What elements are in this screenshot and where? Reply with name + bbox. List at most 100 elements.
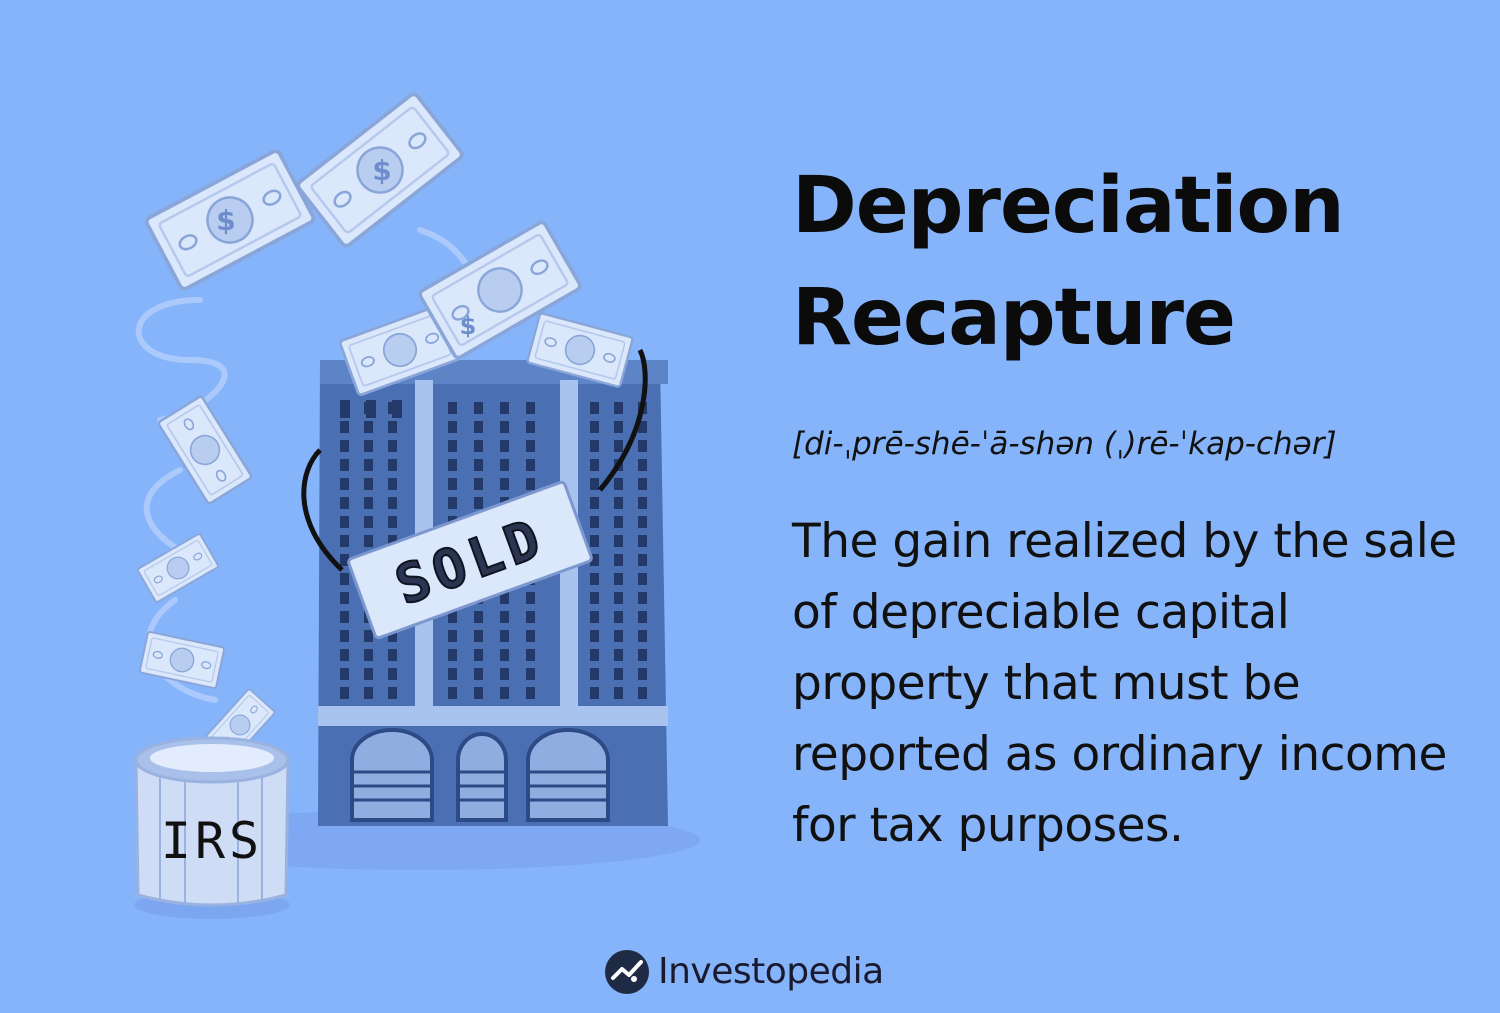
building-window — [474, 459, 483, 471]
sign-cord — [598, 348, 648, 492]
building-window — [388, 687, 397, 699]
building-window — [448, 478, 457, 490]
building-window — [364, 687, 373, 699]
building-window — [590, 478, 599, 490]
building-window — [500, 630, 509, 642]
building-window — [364, 630, 373, 642]
illustration-svg: $ $ $ SOLD IRS — [134, 90, 700, 919]
building-window — [614, 535, 623, 547]
building-window — [448, 649, 457, 661]
building-window — [340, 554, 349, 566]
building-window — [590, 535, 599, 547]
building-window — [638, 668, 647, 680]
building-window — [590, 497, 599, 509]
building-window — [340, 478, 349, 490]
building-window — [388, 668, 397, 680]
building-window — [448, 440, 457, 452]
building-window — [340, 668, 349, 680]
building-window — [590, 592, 599, 604]
building-window — [388, 459, 397, 471]
building-window — [500, 592, 509, 604]
building-window — [364, 649, 373, 661]
definition-text: The gain realized by the sale of depreci… — [792, 514, 1457, 853]
building-window — [638, 459, 647, 471]
building-window — [388, 421, 397, 433]
building-window — [448, 668, 457, 680]
building-window — [614, 421, 623, 433]
building-window — [500, 421, 509, 433]
bill-dollar-sign: $ — [372, 154, 391, 187]
building-window — [614, 611, 623, 623]
building-window — [340, 402, 349, 414]
text-panel: Depreciation Recapture [di-ˌprē-shē-ˈā-s… — [792, 150, 1472, 861]
building-window — [340, 535, 349, 547]
building-window — [500, 478, 509, 490]
building-window — [614, 630, 623, 642]
building-window — [340, 459, 349, 471]
building-window — [448, 611, 457, 623]
building-window — [388, 649, 397, 661]
building-window — [388, 402, 397, 414]
building-window — [526, 649, 535, 661]
building-window — [500, 649, 509, 661]
building-window — [474, 402, 483, 414]
building-window — [526, 687, 535, 699]
building-window — [474, 421, 483, 433]
investopedia-logo-icon — [605, 950, 649, 994]
building-window — [364, 535, 373, 547]
building-window — [474, 440, 483, 452]
term-title: Depreciation Recapture — [792, 150, 1472, 374]
building-window — [638, 573, 647, 585]
building-window — [614, 687, 623, 699]
building-window — [364, 497, 373, 509]
building-window — [590, 516, 599, 528]
building-window — [638, 554, 647, 566]
building-window — [448, 497, 457, 509]
building-window — [526, 611, 535, 623]
building-window — [638, 535, 647, 547]
brand: Investopedia — [604, 944, 884, 1000]
building-window — [448, 402, 457, 414]
building-window — [590, 687, 599, 699]
building-window — [638, 687, 647, 699]
building-window — [638, 421, 647, 433]
building-window — [388, 440, 397, 452]
irs-label: IRS — [161, 812, 263, 870]
building-window — [526, 478, 535, 490]
building-window — [638, 592, 647, 604]
building-window — [638, 516, 647, 528]
building-window — [388, 630, 397, 642]
building-window — [388, 516, 397, 528]
building-window — [448, 687, 457, 699]
building-window — [500, 668, 509, 680]
building-window — [364, 516, 373, 528]
building-window — [340, 630, 349, 642]
term-title-line2: Recapture — [792, 273, 1236, 363]
building-window — [614, 554, 623, 566]
building-window — [500, 687, 509, 699]
building-window — [340, 421, 349, 433]
sold-sign: SOLD — [347, 480, 593, 640]
building-window — [500, 440, 509, 452]
building-window — [474, 687, 483, 699]
building-window — [340, 440, 349, 452]
building-window — [638, 478, 647, 490]
building-window — [614, 592, 623, 604]
building-window — [614, 573, 623, 585]
building-window — [500, 611, 509, 623]
building-window — [340, 516, 349, 528]
building-window — [474, 611, 483, 623]
building-window — [364, 421, 373, 433]
building-window — [638, 440, 647, 452]
building-window — [388, 497, 397, 509]
building-window — [526, 440, 535, 452]
building-window — [526, 402, 535, 414]
building-window — [448, 630, 457, 642]
building-window — [474, 630, 483, 642]
pronunciation: [di-ˌprē-shē-ˈā-shən (ˌ)rē-ˈkap-chər] — [792, 426, 1337, 462]
building-window — [590, 668, 599, 680]
building-window — [340, 497, 349, 509]
irs-bucket: IRS — [134, 736, 290, 919]
building-window — [614, 402, 623, 414]
